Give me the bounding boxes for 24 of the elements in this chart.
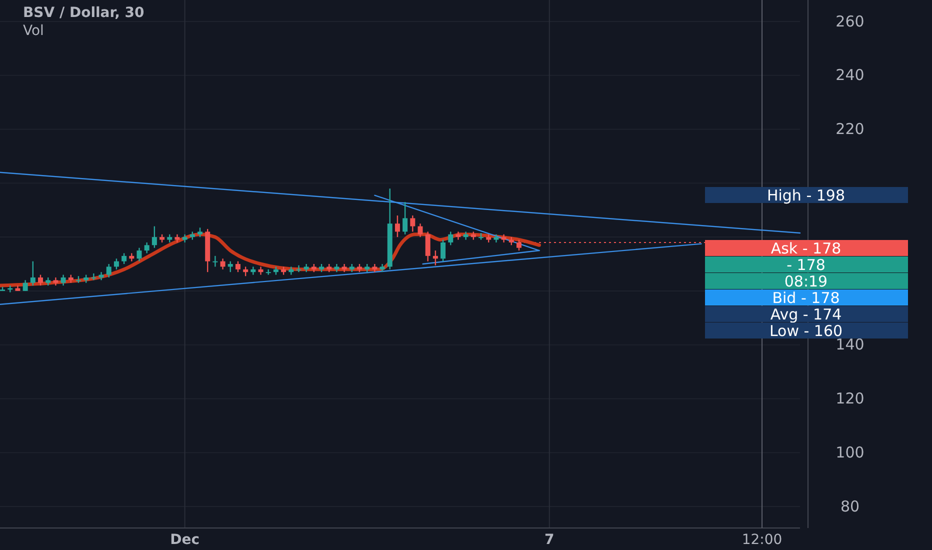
x-tick-label: 7 [544, 532, 554, 548]
price-tag: - 178 [705, 256, 908, 274]
price-tag: Bid - 178 [705, 289, 908, 307]
chart-title: BSV / Dollar, 30 [23, 5, 145, 21]
y-tick-label: 260 [836, 12, 864, 30]
price-tag: Low - 160 [705, 322, 908, 340]
annotation: Bid - 178 [772, 289, 840, 307]
y-tick-label: 240 [836, 66, 864, 84]
y-tick-label: 100 [836, 443, 864, 462]
y-tick-label: 220 [836, 120, 864, 138]
x-tick-label: Dec [170, 532, 200, 548]
ref-line-label: 12:00 [742, 532, 782, 548]
annotation: High - 198 [766, 186, 846, 204]
y-tick-label: 120 [836, 389, 864, 408]
ref-line-label: Ask - 178 [770, 240, 842, 258]
annotation: 08:19 [784, 272, 828, 290]
price-tag: 08:19 [705, 272, 908, 290]
price-tag: Avg - 174 [705, 306, 908, 324]
price-tag: High - 198 [705, 186, 908, 204]
annotation: - 178 [786, 256, 826, 274]
text: Vol [23, 23, 44, 39]
price-tag: Ask - 178 [705, 240, 908, 258]
y-tick-label: 80 [840, 497, 860, 516]
annotation: Avg - 174 [770, 306, 842, 324]
